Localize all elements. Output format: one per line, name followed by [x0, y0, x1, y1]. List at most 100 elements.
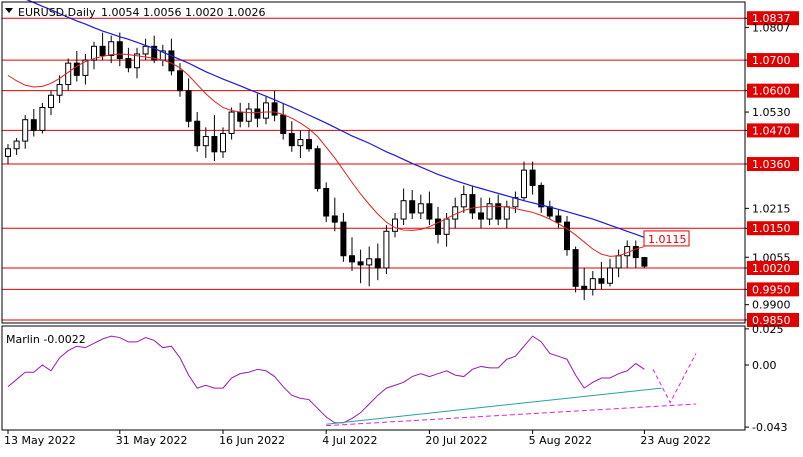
candle-body[interactable] — [529, 169, 536, 186]
candle-body[interactable] — [572, 249, 579, 287]
candle-body[interactable] — [460, 194, 467, 208]
candle-body[interactable] — [82, 59, 89, 76]
time-tick-label: 31 May 2022 — [116, 434, 188, 447]
candle-body[interactable] — [271, 102, 278, 116]
candle-body[interactable] — [357, 261, 364, 266]
candle-body[interactable] — [400, 200, 407, 220]
candle-body[interactable] — [555, 215, 562, 223]
price-tick-label: 1.0837 — [752, 12, 791, 25]
candle-body[interactable] — [589, 278, 596, 290]
current-price-tag — [747, 260, 799, 275]
candle-body[interactable] — [615, 255, 622, 269]
candle-body[interactable] — [607, 267, 613, 284]
candle-body[interactable] — [142, 45, 149, 55]
candle-body[interactable] — [495, 203, 502, 220]
candle-body[interactable] — [22, 119, 29, 142]
osc-tick-label: 0.00 — [752, 359, 777, 372]
candle-body[interactable] — [409, 200, 416, 214]
time-axis: 13 May 2022 31 May 2022 16 Jun 2022 4 Jul 2… — [4, 430, 711, 447]
candle-body[interactable] — [245, 108, 252, 122]
candle-body[interactable] — [538, 184, 545, 208]
price-tick-label: 1.0150 — [752, 222, 791, 235]
candle-body[interactable] — [503, 206, 510, 220]
candle-body[interactable] — [237, 111, 244, 122]
candle-body[interactable] — [641, 257, 648, 267]
candle-body[interactable] — [564, 221, 570, 251]
candle-body[interactable] — [374, 258, 381, 269]
frame — [1, 1, 746, 431]
candle-body[interactable] — [73, 62, 80, 76]
price-tag — [747, 157, 799, 172]
marlin-label: Marlin -0.0022 — [6, 333, 86, 346]
candle-body[interactable] — [13, 140, 20, 150]
candle-body[interactable] — [366, 258, 373, 266]
candle-body[interactable] — [99, 45, 106, 56]
candle-body[interactable] — [323, 187, 330, 217]
candle-body[interactable] — [435, 218, 441, 235]
price-pane[interactable]: 1.0115 — [2, 0, 745, 321]
candle-body[interactable] — [39, 106, 46, 131]
candle-body[interactable] — [546, 206, 553, 217]
candle-body[interactable] — [598, 278, 605, 284]
teal-trendline[interactable] — [326, 387, 662, 425]
candle-body[interactable] — [177, 70, 183, 92]
candle-body[interactable] — [417, 203, 424, 214]
candle-body[interactable] — [211, 136, 218, 153]
candle-body[interactable] — [383, 230, 390, 269]
candle-body[interactable] — [194, 120, 201, 147]
candle-body[interactable] — [91, 45, 97, 61]
candle-body[interactable] — [288, 132, 295, 147]
candle-body[interactable] — [220, 132, 226, 153]
price-tag — [747, 312, 799, 327]
candle-body[interactable] — [125, 58, 132, 69]
candle-body[interactable] — [5, 148, 11, 157]
candle-body[interactable] — [56, 84, 63, 96]
candle-body[interactable] — [426, 203, 433, 220]
candle-body[interactable] — [624, 246, 631, 257]
candle-body[interactable] — [134, 53, 140, 69]
time-tick-label: 23 Aug 2022 — [640, 434, 710, 447]
candle-body[interactable] — [228, 111, 235, 134]
candle-body[interactable] — [443, 218, 450, 235]
candle-body[interactable] — [486, 203, 493, 220]
candle-body[interactable] — [116, 41, 123, 60]
candle-body[interactable] — [185, 90, 192, 122]
candle-body[interactable] — [478, 212, 484, 220]
price-tick-label: 0.9850 — [752, 314, 791, 327]
candle-body[interactable] — [632, 246, 639, 259]
osc-tick-label: 0.025 — [752, 323, 784, 336]
price-tick-label: 1.0807 — [752, 21, 791, 34]
candle-body[interactable] — [521, 169, 527, 199]
candle-body[interactable] — [151, 45, 158, 61]
time-tick-label: 5 Aug 2022 — [529, 434, 592, 447]
candle-body[interactable] — [469, 194, 476, 214]
candle-body[interactable] — [280, 114, 287, 134]
magenta-trendline[interactable] — [326, 403, 697, 427]
candle-body[interactable] — [306, 139, 312, 150]
candle-body[interactable] — [297, 139, 304, 147]
candle-body[interactable] — [314, 148, 321, 189]
header-info: EURUSD,Daily 1.0054 1.0056 1.0020 1.0026 — [5, 6, 265, 19]
menu-triangle-icon[interactable] — [5, 8, 13, 13]
candle-body[interactable] — [48, 94, 54, 108]
candle-body[interactable] — [202, 136, 209, 147]
candle-body[interactable] — [331, 215, 338, 223]
price-tick-label: 0.9950 — [752, 283, 791, 296]
candle-body[interactable] — [392, 218, 398, 232]
oscillator-pane-border — [1, 325, 746, 431]
candle-body[interactable] — [340, 221, 347, 257]
candle-body[interactable] — [263, 102, 269, 119]
ohlc-readout: 1.0054 1.0056 1.0020 1.0026 — [101, 6, 265, 19]
candle-body[interactable] — [30, 119, 37, 131]
current-price-label: 1.0020 — [752, 262, 791, 275]
marlin-oscillator-pane[interactable]: Marlin -0.0022 — [6, 333, 697, 427]
candle-body[interactable] — [254, 108, 261, 119]
candle-body[interactable] — [581, 285, 588, 290]
annotation-text: 1.0115 — [648, 233, 687, 246]
candle-body[interactable] — [108, 41, 115, 57]
candle-body[interactable] — [168, 50, 175, 72]
candle-body[interactable] — [349, 255, 355, 263]
